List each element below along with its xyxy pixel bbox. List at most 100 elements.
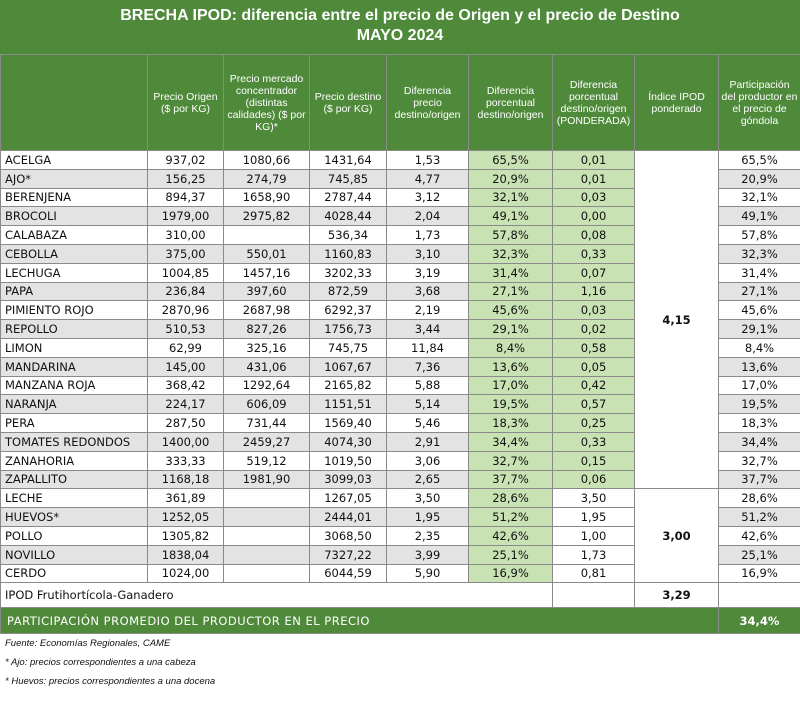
footnote-source: Fuente: Economías Regionales, CAME (5, 638, 171, 650)
destination-price: 4028,44 (309, 206, 387, 227)
weighted-difference: 0,25 (552, 413, 635, 433)
weighted-difference: 0,08 (552, 225, 635, 245)
percent-difference: 16,9% (468, 563, 553, 584)
product-name: LECHUGA (0, 262, 148, 283)
origin-price: 937,02 (147, 150, 224, 170)
table-row: ACELGA 937,02 1080,66 1431,64 1,53 65,5% 0,01 4… (0, 149, 800, 490)
price-difference: 11,84 (386, 337, 469, 358)
column-header: Precio mercado concentrador (distintas c… (223, 54, 310, 151)
weighted-difference: 0,58 (552, 337, 635, 358)
column-header: Precio Origen ($ por KG) (147, 54, 224, 151)
weighted-difference: 0,05 (552, 356, 635, 377)
price-difference: 5,46 (386, 413, 469, 433)
price-difference: 3,10 (386, 243, 469, 264)
destination-price: 3068,50 (309, 525, 387, 546)
product-name: CALABAZA (0, 225, 148, 245)
percent-difference: 32,1% (468, 187, 553, 208)
price-difference: 1,73 (386, 225, 469, 245)
producer-share: 27,1% (718, 281, 800, 302)
report-title: BRECHA IPOD: diferencia entre el precio … (0, 0, 800, 54)
percent-difference: 29,1% (468, 319, 553, 339)
product-name: ZAPALLITO (0, 469, 148, 490)
header-row: Precio Origen ($ por KG) Precio mercado c… (0, 54, 800, 151)
percent-difference: 17,0% (468, 375, 553, 396)
market-price: 2687,98 (223, 300, 310, 321)
destination-price: 1160,83 (309, 243, 387, 264)
price-difference: 3,44 (386, 319, 469, 339)
weighted-difference: 0,06 (552, 469, 635, 490)
weighted-difference: 0,33 (552, 431, 635, 452)
destination-price: 1756,73 (309, 319, 387, 339)
ipod-empty-cell (718, 582, 800, 609)
market-price: 731,44 (223, 413, 310, 433)
weighted-difference: 0,81 (552, 563, 635, 584)
weighted-difference: 0,07 (552, 262, 635, 283)
weighted-difference: 0,33 (552, 243, 635, 264)
origin-price: 1305,82 (147, 525, 224, 546)
destination-price: 1151,51 (309, 394, 387, 415)
producer-share: 32,7% (718, 450, 800, 471)
origin-price: 1168,18 (147, 469, 224, 490)
destination-price: 1569,40 (309, 413, 387, 433)
price-difference: 7,36 (386, 356, 469, 377)
table-row: CEBOLLA 375,00 550,01 1160,83 3,10 32,3% 0,33 3… (0, 243, 800, 264)
product-name: MANDARINA (0, 356, 148, 377)
origin-price: 333,33 (147, 450, 224, 471)
percent-difference: 19,5% (468, 394, 553, 415)
weighted-difference: 0,02 (552, 319, 635, 339)
percent-difference: 28,6% (468, 488, 553, 509)
participation-row: PARTICIPACIÓN PROMEDIO DEL PRODUCTOR EN … (0, 607, 800, 635)
market-price: 1292,64 (223, 375, 310, 396)
table-row: CERDO 1024,00 6044,59 5,90 16,9% 0,81 16,9% (0, 563, 800, 584)
producer-share: 57,8% (718, 225, 800, 245)
ipod-total-value: 3,29 (634, 582, 719, 609)
product-name: BERENJENA (0, 187, 148, 208)
product-name: ZANAHORIA (0, 450, 148, 471)
weighted-difference: 3,50 (552, 488, 635, 509)
product-name: AJO* (0, 168, 148, 189)
origin-price: 375,00 (147, 243, 224, 264)
percent-difference: 32,3% (468, 243, 553, 264)
producer-share: 37,7% (718, 469, 800, 490)
product-name: CEBOLLA (0, 243, 148, 264)
destination-price: 1431,64 (309, 150, 387, 170)
table-row: PIMIENTO ROJO 2870,96 2687,98 6292,37 2,19 45… (0, 300, 800, 321)
weighted-ipod-index: 3,00 (634, 488, 719, 584)
weighted-difference: 0,03 (552, 300, 635, 321)
weighted-difference: 1,16 (552, 281, 635, 302)
weighted-difference: 0,03 (552, 187, 635, 208)
market-price: 2459,27 (223, 431, 310, 452)
origin-price: 62,99 (147, 337, 224, 358)
percent-difference: 20,9% (468, 168, 553, 189)
market-price (223, 225, 310, 245)
percent-difference: 45,6% (468, 300, 553, 321)
percent-difference: 34,4% (468, 431, 553, 452)
weighted-difference: 0,01 (552, 150, 635, 170)
table-row: BERENJENA 894,37 1658,90 2787,44 3,12 32,1% 0,… (0, 187, 800, 208)
destination-price: 1267,05 (309, 488, 387, 509)
producer-share: 25,1% (718, 544, 800, 565)
producer-share: 20,9% (718, 168, 800, 189)
market-price: 397,60 (223, 281, 310, 302)
column-header (0, 54, 148, 151)
footnote-huevos: * Huevos: precios correspondientes a una… (5, 676, 216, 688)
percent-difference: 27,1% (468, 281, 553, 302)
table-row: TOMATES REDONDOS 1400,00 2459,27 4074,30 2,9… (0, 431, 800, 452)
market-price (223, 507, 310, 527)
weighted-difference: 0,15 (552, 450, 635, 471)
destination-price: 4074,30 (309, 431, 387, 452)
percent-difference: 51,2% (468, 507, 553, 527)
market-price: 325,16 (223, 337, 310, 358)
percent-difference: 37,7% (468, 469, 553, 490)
product-name: NOVILLO (0, 544, 148, 565)
table-row: LIMON 62,99 325,16 745,75 11,84 8,4% 0,58 8,4% (0, 337, 800, 358)
origin-price: 894,37 (147, 187, 224, 208)
footnote-ajo: * Ajo: precios correspondientes a una ca… (5, 657, 196, 669)
product-name: PERA (0, 413, 148, 433)
destination-price: 2787,44 (309, 187, 387, 208)
producer-share: 49,1% (718, 206, 800, 227)
producer-share: 51,2% (718, 507, 800, 527)
table-body: ACELGA 937,02 1080,66 1431,64 1,53 65,5% 0,01 4… (0, 149, 800, 635)
producer-share: 42,6% (718, 525, 800, 546)
price-difference: 3,12 (386, 187, 469, 208)
